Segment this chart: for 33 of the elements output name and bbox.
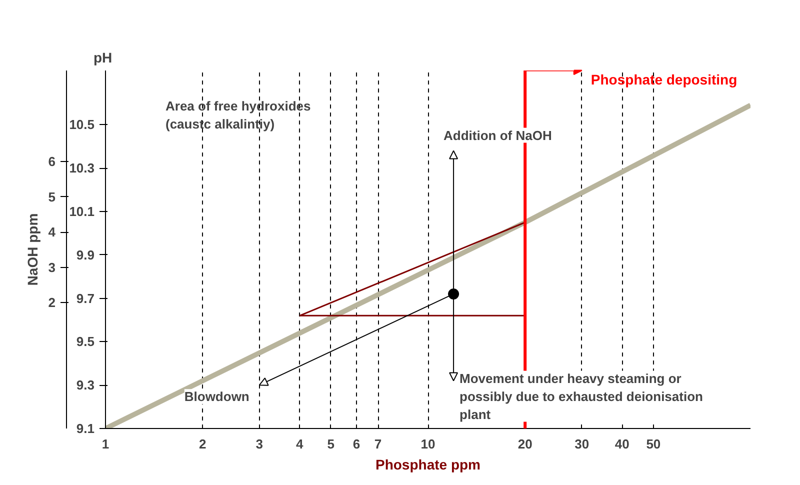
x-tick-label: 50 (646, 436, 661, 452)
ref-line-label: Phosphate depositing (590, 72, 738, 88)
x-tick-label: 5 (327, 436, 335, 452)
x-tick-label: 20 (518, 436, 532, 452)
y-tick-label: 9.1 (76, 421, 95, 436)
y-tick-label: 9.5 (76, 334, 95, 350)
y-tick-label: 10.1 (69, 204, 95, 220)
y2-tick-label: 3 (48, 260, 56, 275)
x-tick-label: 4 (296, 436, 304, 452)
x-tick-label: 10 (420, 436, 436, 452)
y2-axis-title: NaOH ppm (24, 213, 40, 286)
y-axis-title: pH (94, 50, 112, 66)
x-tick-label: 40 (614, 436, 630, 452)
y2-tick-label: 2 (48, 295, 56, 310)
y2-tick-label: 6 (48, 154, 56, 169)
y2-tick-label: 5 (48, 189, 56, 204)
y-tick-label: 9.9 (76, 247, 95, 262)
annotation: Movement under heavy steaming or possibly due to exhausted deionisation plant (460, 370, 704, 422)
y-tick-label: 10.5 (69, 117, 95, 132)
x-tick-label: 6 (352, 436, 360, 452)
x-tick-label: 7 (374, 436, 382, 452)
x-axis-title: Phosphate ppm (375, 456, 481, 472)
annotation: Area of free hydroxides (caustc alkalintiy) (166, 98, 311, 132)
y-tick-label: 9.7 (76, 290, 95, 306)
x-tick-label: 1 (102, 436, 110, 452)
annotation: Blowdown (184, 389, 250, 404)
x-tick-label: 30 (574, 436, 590, 452)
y-tick-label: 9.3 (76, 378, 95, 393)
x-tick-label: 3 (256, 436, 263, 452)
x-tick-label: 2 (198, 436, 206, 452)
y-tick-label: 10.3 (69, 160, 95, 176)
y2-tick-label: 4 (48, 224, 56, 240)
annotation: Addition of NaOH (444, 128, 552, 143)
